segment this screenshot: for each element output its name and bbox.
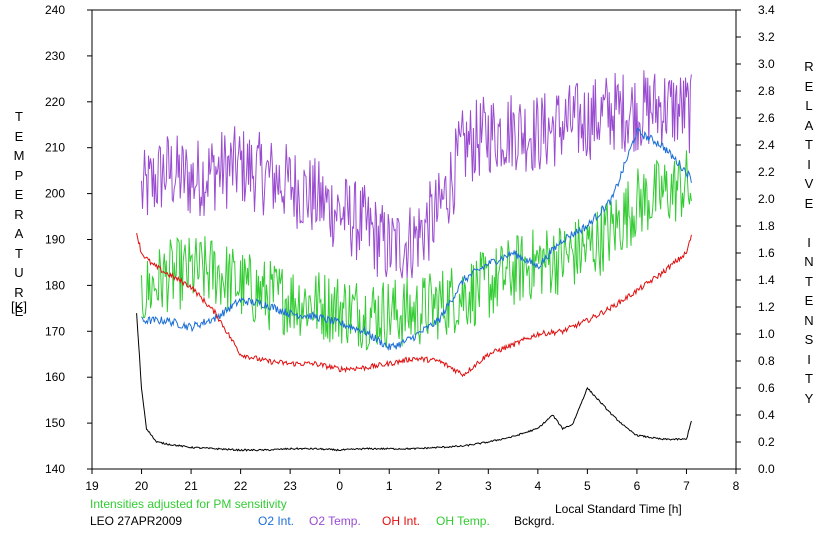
y-right-tick-label: 0.0 [758, 462, 775, 476]
right-axis-label-letter: I [807, 351, 811, 367]
left-axis-unit: [K] [11, 299, 27, 314]
y-left-tick-label: 190 [45, 233, 65, 247]
series-line-bckgrd [136, 313, 692, 452]
series-layer [136, 70, 692, 452]
right-axis-label-letter: I [807, 234, 811, 250]
y-right-tick-label: 2.4 [758, 138, 775, 152]
series-line-o2-temp [141, 70, 692, 279]
y-right-tick-label: 1.4 [758, 273, 775, 287]
left-axis-label-letter: T [15, 245, 23, 261]
x-tick-label: 1 [386, 479, 393, 493]
left-axis-label-letter: T [15, 109, 23, 124]
x-tick-label: 6 [634, 479, 641, 493]
y-left-tick-label: 140 [45, 462, 65, 476]
y-left-tick-label: 160 [45, 370, 65, 384]
y-right-tick-label: 2.0 [758, 192, 775, 206]
legend-oh-int: OH Int. [382, 514, 421, 528]
x-tick-label: 8 [733, 479, 740, 493]
series-line-oh-int [136, 232, 692, 378]
right-axis-label-letter: T [805, 137, 813, 152]
y-left-tick-label: 200 [45, 187, 65, 201]
left-axis-label-letter: R [14, 284, 24, 300]
y-right-tick-label: 1.6 [758, 246, 775, 260]
y-right-tick-label: 0.4 [758, 408, 775, 422]
x-tick-label: 23 [283, 479, 297, 493]
y-right-tick-label: 3.0 [758, 57, 775, 71]
x-tick-label: 4 [535, 479, 542, 493]
y-right-tick-label: 3.2 [758, 30, 775, 44]
y-left-tick-label: 230 [45, 49, 65, 63]
y-left-tick-label: 220 [45, 95, 65, 109]
right-axis-label-letter: V [804, 176, 814, 191]
right-axis-label-letter: E [804, 195, 814, 211]
y-right-tick-label: 3.4 [758, 3, 775, 17]
legend-o2-int: O2 Int. [258, 514, 295, 528]
right-axis-label-letter: A [804, 117, 814, 133]
left-axis-label-letter: E [14, 304, 24, 319]
legend-o2-temp: O2 Temp. [309, 514, 361, 528]
right-axis-label-letter: R [804, 59, 814, 74]
left-axis-label-letter: M [13, 148, 25, 163]
legend-oh-temp: OH Temp. [436, 514, 490, 528]
series-line-o2-int [141, 127, 692, 352]
y-left-tick-label: 180 [45, 278, 65, 292]
y-right-tick-label: 2.2 [758, 165, 775, 179]
x-tick-label: 7 [683, 479, 690, 493]
legend-background: Bckgrd. [514, 514, 555, 528]
x-tick-label: 22 [234, 479, 248, 493]
left-axis-label-letter: A [14, 226, 24, 241]
x-tick-label: 0 [336, 479, 343, 493]
y-right-tick-label: 1.2 [758, 300, 775, 314]
x-tick-label: 19 [85, 479, 99, 493]
x-tick-label: 20 [135, 479, 149, 493]
y-right-tick-label: 0.8 [758, 354, 775, 368]
left-axis-label-letter: U [14, 265, 24, 280]
x-tick-label: 5 [584, 479, 591, 493]
right-axis-label-letter: T [805, 371, 813, 386]
y-left-tick-label: 150 [45, 416, 65, 430]
y-right-tick-label: 2.8 [758, 84, 775, 98]
y-right-tick-label: 0.6 [758, 381, 775, 395]
y-left-tick-label: 210 [45, 141, 65, 155]
y-left-tick-label: 240 [45, 3, 65, 17]
x-tick-label: 21 [184, 479, 198, 493]
y-right-tick-label: 1.8 [758, 219, 775, 233]
series-line-oh-temp [141, 150, 692, 351]
x-tick-label: 3 [485, 479, 492, 493]
y-right-tick-label: 0.2 [758, 435, 775, 449]
y-right-tick-label: 2.6 [758, 111, 775, 125]
left-axis-label-letter: P [14, 167, 24, 183]
y-left-tick-label: 170 [45, 324, 65, 338]
x-axis-label: Local Standard Time [h] [555, 502, 682, 516]
sensitivity-note: Intensities adjusted for PM sensitivity [90, 497, 287, 511]
left-axis-label-letter: R [14, 206, 24, 222]
legend-site: LEO 27APR2009 [90, 514, 183, 528]
right-axis-label-letter: T [805, 273, 813, 289]
right-axis-label-letter: L [805, 98, 813, 113]
right-axis-label-letter: E [804, 293, 814, 308]
right-axis-label-letter: N [804, 254, 814, 269]
x-tick-label: 2 [435, 479, 442, 493]
right-axis-label-letter: E [804, 78, 814, 94]
ticks-layer: 19 20 21 22 23 0 1 2 3 4 5 6 7 8140150160170180190200… [45, 3, 775, 493]
left-axis-label-letter: E [14, 128, 24, 144]
right-axis-label-letter: N [804, 312, 814, 328]
right-axis-label-letter: S [804, 332, 814, 347]
left-axis-label-letter: E [14, 187, 24, 202]
right-axis-label-letter [802, 213, 816, 233]
right-axis-label-letter: I [807, 156, 811, 172]
right-axis-label-letter: Y [804, 390, 814, 406]
y-right-tick-label: 1.0 [758, 327, 775, 341]
